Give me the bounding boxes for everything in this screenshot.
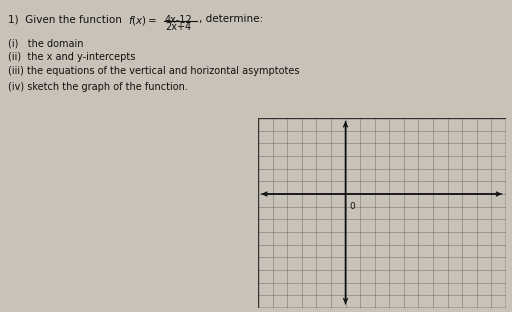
Text: 0: 0 — [349, 202, 355, 211]
Text: (iii) the equations of the vertical and horizontal asymptotes: (iii) the equations of the vertical and … — [8, 66, 300, 76]
Text: (i)   the domain: (i) the domain — [8, 38, 83, 48]
Text: $f(x)=$: $f(x)=$ — [128, 14, 158, 27]
Text: 4x-12: 4x-12 — [165, 15, 193, 25]
Text: , determine:: , determine: — [199, 14, 263, 24]
Text: 2x+4: 2x+4 — [165, 22, 191, 32]
Text: (ii)  the x and y-intercepts: (ii) the x and y-intercepts — [8, 52, 135, 62]
Text: (iv) sketch the graph of the function.: (iv) sketch the graph of the function. — [8, 82, 188, 92]
Text: 1)  Given the function: 1) Given the function — [8, 14, 122, 24]
